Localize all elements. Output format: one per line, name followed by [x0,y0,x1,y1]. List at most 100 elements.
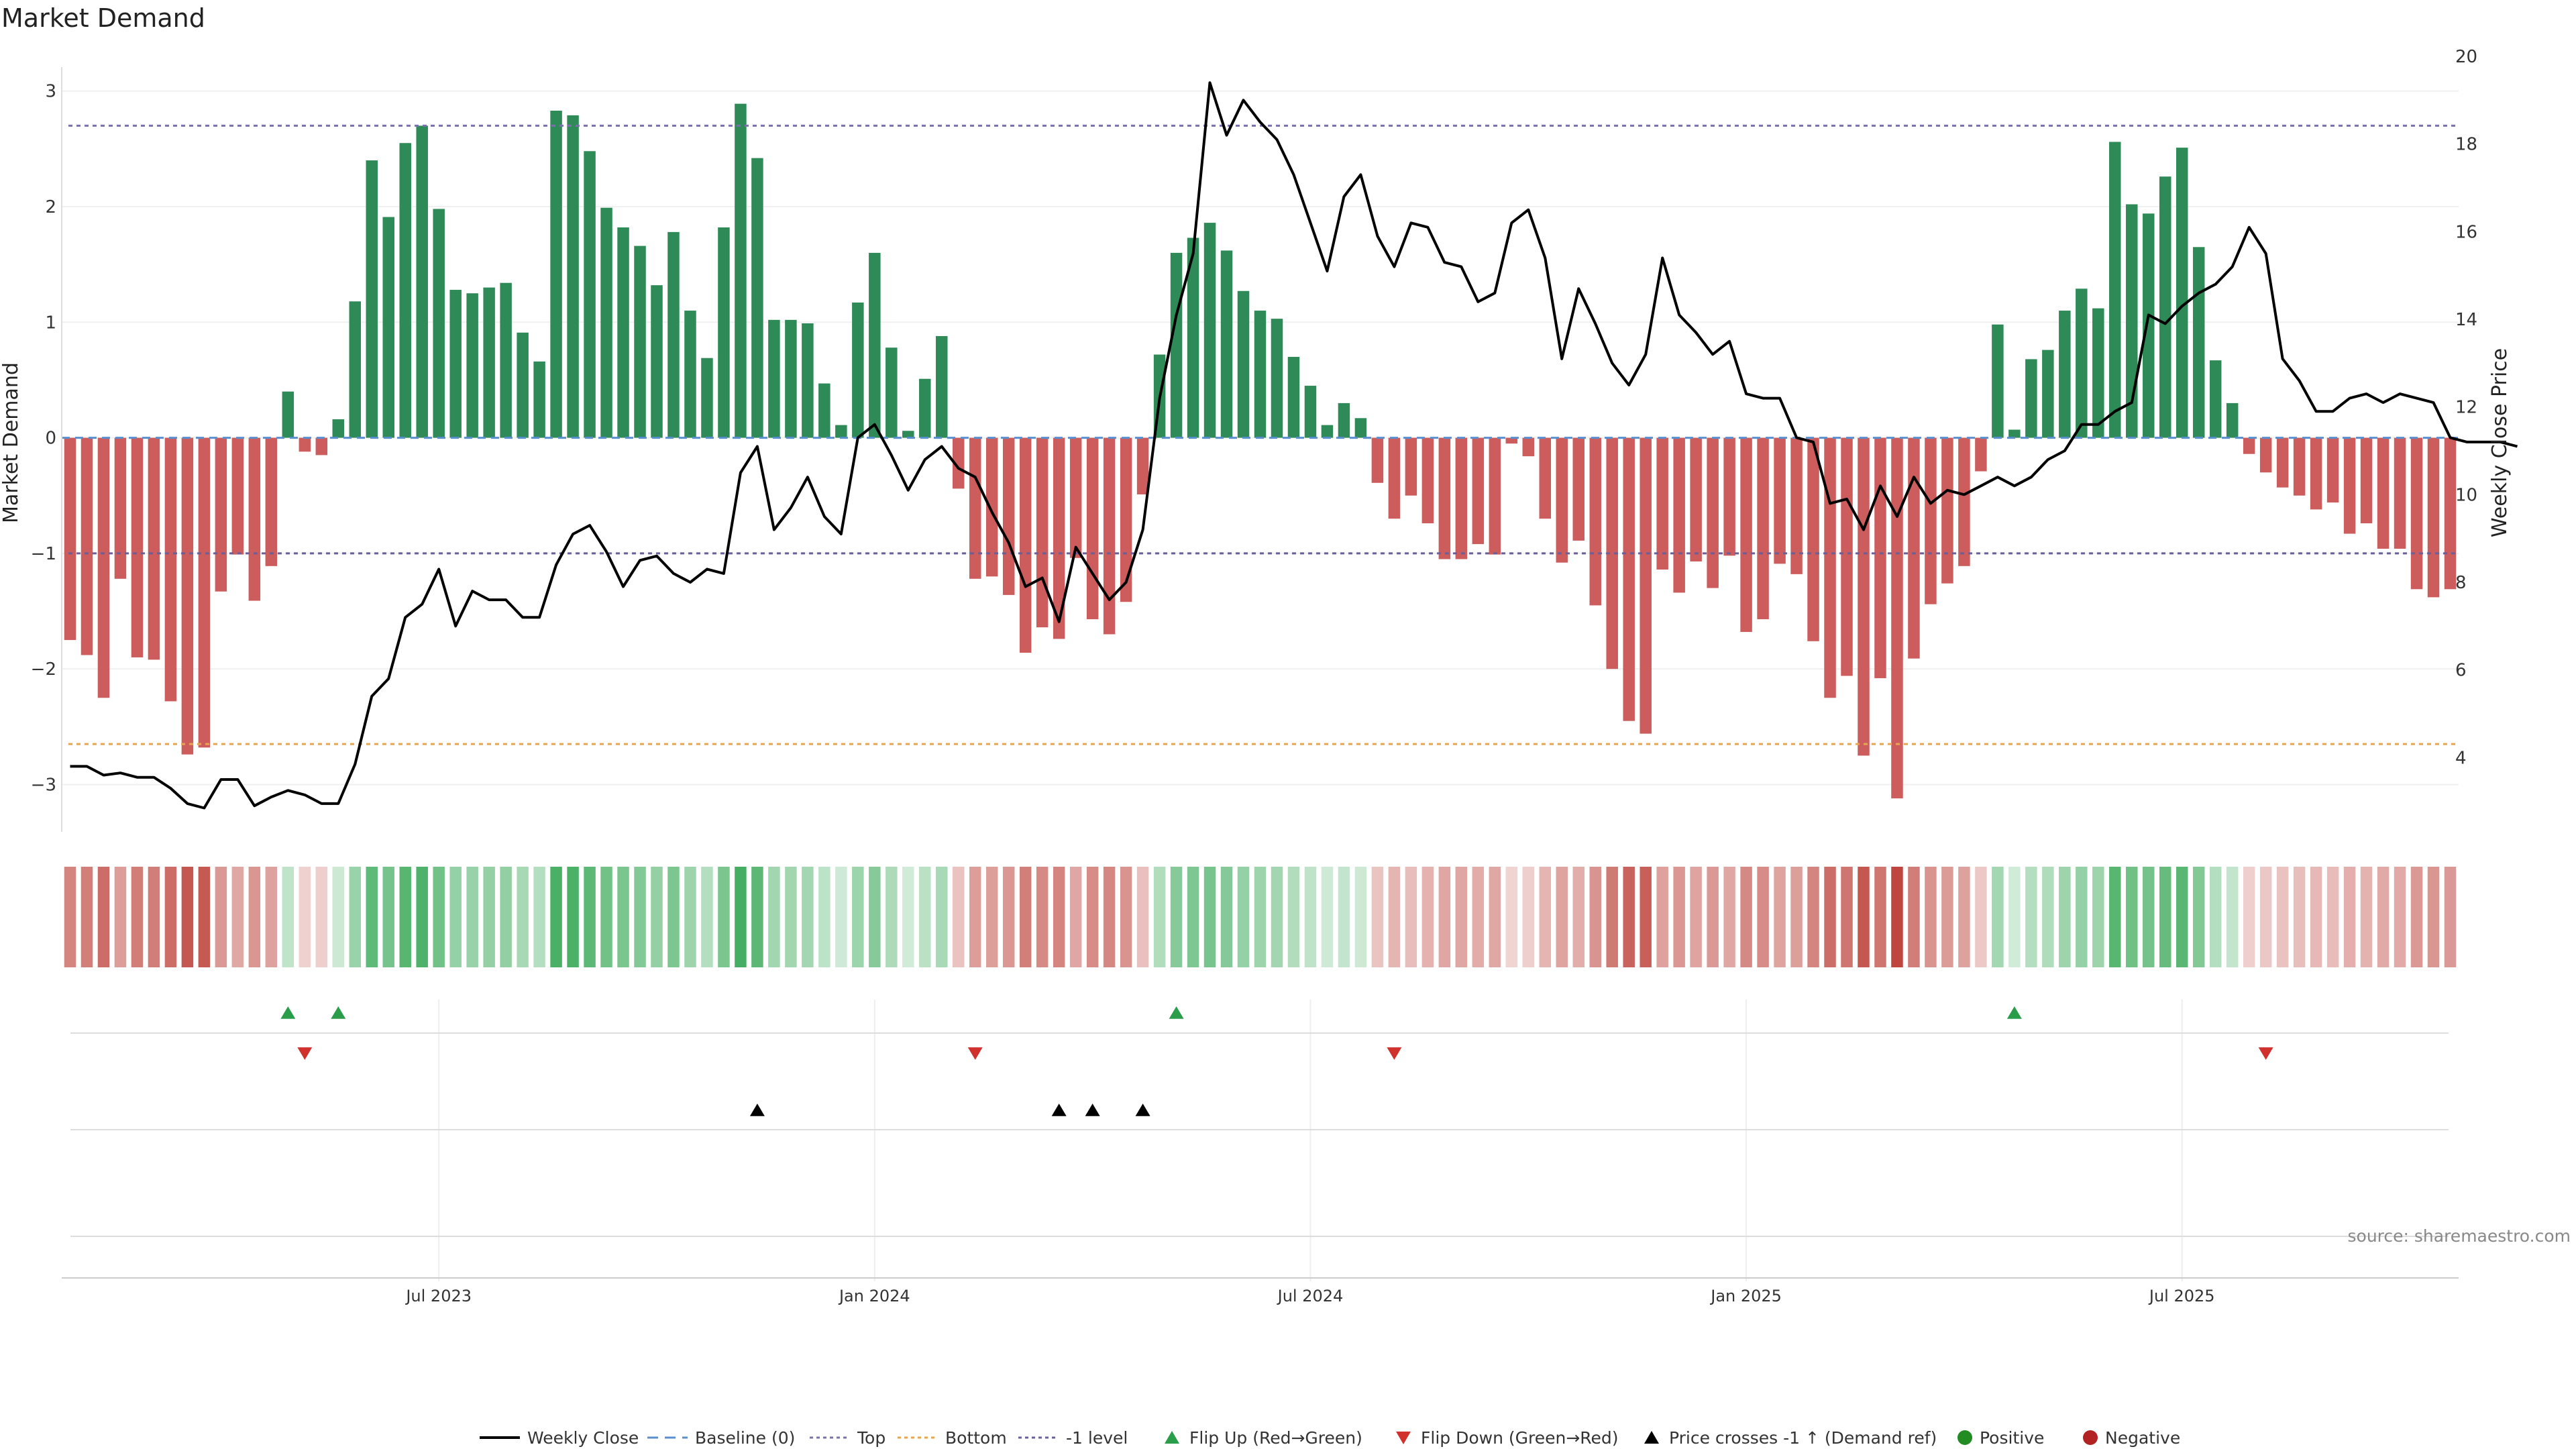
heat-cell [1354,867,1367,967]
demand-bar [1237,290,1250,438]
price-cross-marker [1085,1104,1100,1116]
demand-bar [1656,437,1668,570]
heat-cell [1690,867,1702,967]
demand-bar [2394,437,2406,549]
flip-up-marker [331,1006,346,1019]
heat-cell [1824,867,1836,967]
heat-cell [2059,867,2071,967]
demand-bar [2143,213,2155,438]
heat-cell [2360,867,2373,967]
demand-bar [2360,437,2373,524]
y-tick-label-right: 12 [2455,398,2477,418]
heat-cell [500,867,512,967]
y-tick-label-left: −2 [31,659,56,680]
demand-bar [517,332,529,438]
demand-bar [114,437,127,579]
heat-cell [869,867,881,967]
demand-bar [1489,437,1501,555]
heat-cell [1036,867,1049,967]
demand-bar [567,115,579,438]
heat-cell [1388,867,1401,967]
demand-bar [1136,437,1149,495]
heat-cell [282,867,294,967]
heat-cell [550,867,562,967]
heat-cell [198,867,211,967]
demand-bar [1925,437,1937,604]
demand-bar [466,293,478,438]
heat-cell [718,867,730,967]
demand-bar [2109,142,2121,438]
price-series [70,81,2518,810]
demand-bar [936,335,948,438]
heat-cell [600,867,612,967]
heat-cell [248,867,261,967]
heat-cell [1707,867,1719,967]
demand-bar [1757,437,1769,620]
heat-cell [735,867,747,967]
demand-bar [2427,437,2440,598]
heat-cell [1723,867,1735,967]
demand-bar [617,227,629,438]
heat-cell [684,867,696,967]
demand-bar [1388,437,1401,519]
heat-cell [1874,867,1886,967]
heat-cell [2042,867,2054,967]
heat-cell [399,867,411,967]
demand-bar [550,110,562,438]
heat-cell [919,867,931,967]
demand-bar [1304,386,1317,438]
demand-bar [2092,308,2104,438]
heat-cell [1371,867,1384,967]
price-cross-marker [1135,1104,1150,1116]
heat-cell [1053,867,1065,967]
heat-cell [2326,867,2339,967]
heat-cell [1472,867,1485,967]
flip-down-marker [2258,1047,2273,1060]
y-tick-label-left: 2 [45,197,56,217]
heat-cell [483,867,495,967]
heat-cell [1958,867,1970,967]
demand-bar [2293,437,2306,496]
heat-cell [651,867,663,967]
demand-bar [1472,437,1485,545]
heat-cell [802,867,814,967]
heat-cell [1002,867,1015,967]
demand-bar [1723,437,1735,556]
heat-cell [835,867,847,967]
demand-bar [1958,437,1970,566]
legend-label: Bottom [945,1428,1007,1448]
y-tick-label-left: −1 [31,544,56,564]
heat-cell [1841,867,1853,967]
heat-cell [80,867,93,967]
demand-bar [718,227,730,438]
demand-bar [1053,437,1065,639]
heat-cell [1136,867,1149,967]
demand-bar [1908,437,1920,659]
heat-cell [315,867,328,967]
demand-bar [2076,288,2088,438]
demand-bar [667,231,680,438]
heat-cell [1858,867,1870,967]
demand-bar [1807,437,1819,641]
heat-cell [2025,867,2037,967]
heat-cell [1673,867,1685,967]
flip-up-marker [1169,1006,1184,1019]
heat-cell [148,867,160,967]
demand-bar [2259,437,2272,473]
demand-bar [1187,237,1199,438]
heat-cell [584,867,596,967]
demand-bar [2176,148,2188,438]
heat-cell [1589,867,1601,967]
demand-bar [969,437,981,579]
heat-cell [1086,867,1099,967]
heat-cell [1187,867,1199,967]
heat-cell [416,867,428,967]
heat-cell [1438,867,1451,967]
demand-bar [1975,437,1987,472]
demand-bar [64,437,76,641]
demand-bar [985,437,998,577]
demand-bar [449,290,462,438]
y-tick-label-right: 16 [2455,222,2477,242]
demand-bar [1572,437,1585,541]
heat-cell [2427,867,2440,967]
